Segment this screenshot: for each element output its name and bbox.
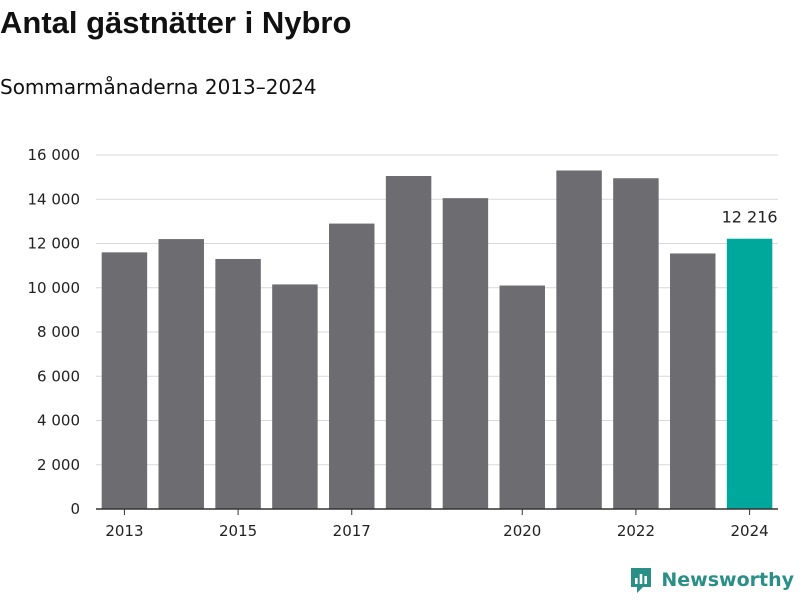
bar-2019 — [442, 198, 489, 510]
bar-2013 — [101, 252, 148, 509]
bar-2016 — [272, 284, 318, 509]
chart-subtitle: Sommarmånaderna 2013–2024 — [0, 75, 317, 99]
bar-chart: 0 2 000 4 000 6 000 8 000 10 000 12 000 14 000 1… — [28, 146, 778, 540]
newsworthy-logo-icon — [631, 568, 652, 593]
y-tick-label: 0 — [70, 500, 80, 518]
y-tick-label: 8 000 — [37, 323, 80, 341]
y-tick-label: 12 000 — [28, 235, 81, 253]
bar-2015 — [215, 258, 261, 509]
x-tick-label: 2020 — [503, 522, 541, 540]
bar-2023 — [670, 253, 716, 509]
x-tick-label: 2013 — [105, 522, 143, 540]
y-tick-label: 10 000 — [28, 279, 81, 297]
x-tick-label: 2024 — [730, 522, 768, 540]
bar-2022 — [613, 178, 659, 509]
brand-mark: Newsworthy — [629, 564, 794, 596]
x-tick-label: 2015 — [219, 522, 257, 540]
brand-name: Newsworthy — [661, 569, 794, 591]
bar-2021 — [556, 170, 602, 510]
y-tick-label: 4 000 — [37, 412, 80, 430]
data-label: 12 216 — [722, 208, 778, 227]
bar-2018 — [385, 176, 432, 510]
bar-2020 — [499, 285, 545, 509]
y-tick-label: 6 000 — [37, 367, 80, 385]
y-tick-label: 2 000 — [37, 456, 80, 474]
bar-2017 — [329, 223, 375, 509]
y-tick-label: 14 000 — [28, 190, 81, 208]
bar-2014 — [158, 239, 204, 509]
x-tick-label: 2017 — [333, 522, 371, 540]
bar-2024 — [726, 238, 773, 509]
x-tick-label: 2022 — [617, 522, 655, 540]
y-tick-label: 16 000 — [28, 146, 81, 164]
chart-title: Antal gästnätter i Nybro — [0, 5, 352, 40]
